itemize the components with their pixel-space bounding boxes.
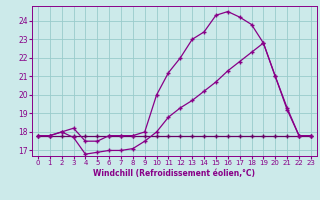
X-axis label: Windchill (Refroidissement éolien,°C): Windchill (Refroidissement éolien,°C) bbox=[93, 169, 255, 178]
